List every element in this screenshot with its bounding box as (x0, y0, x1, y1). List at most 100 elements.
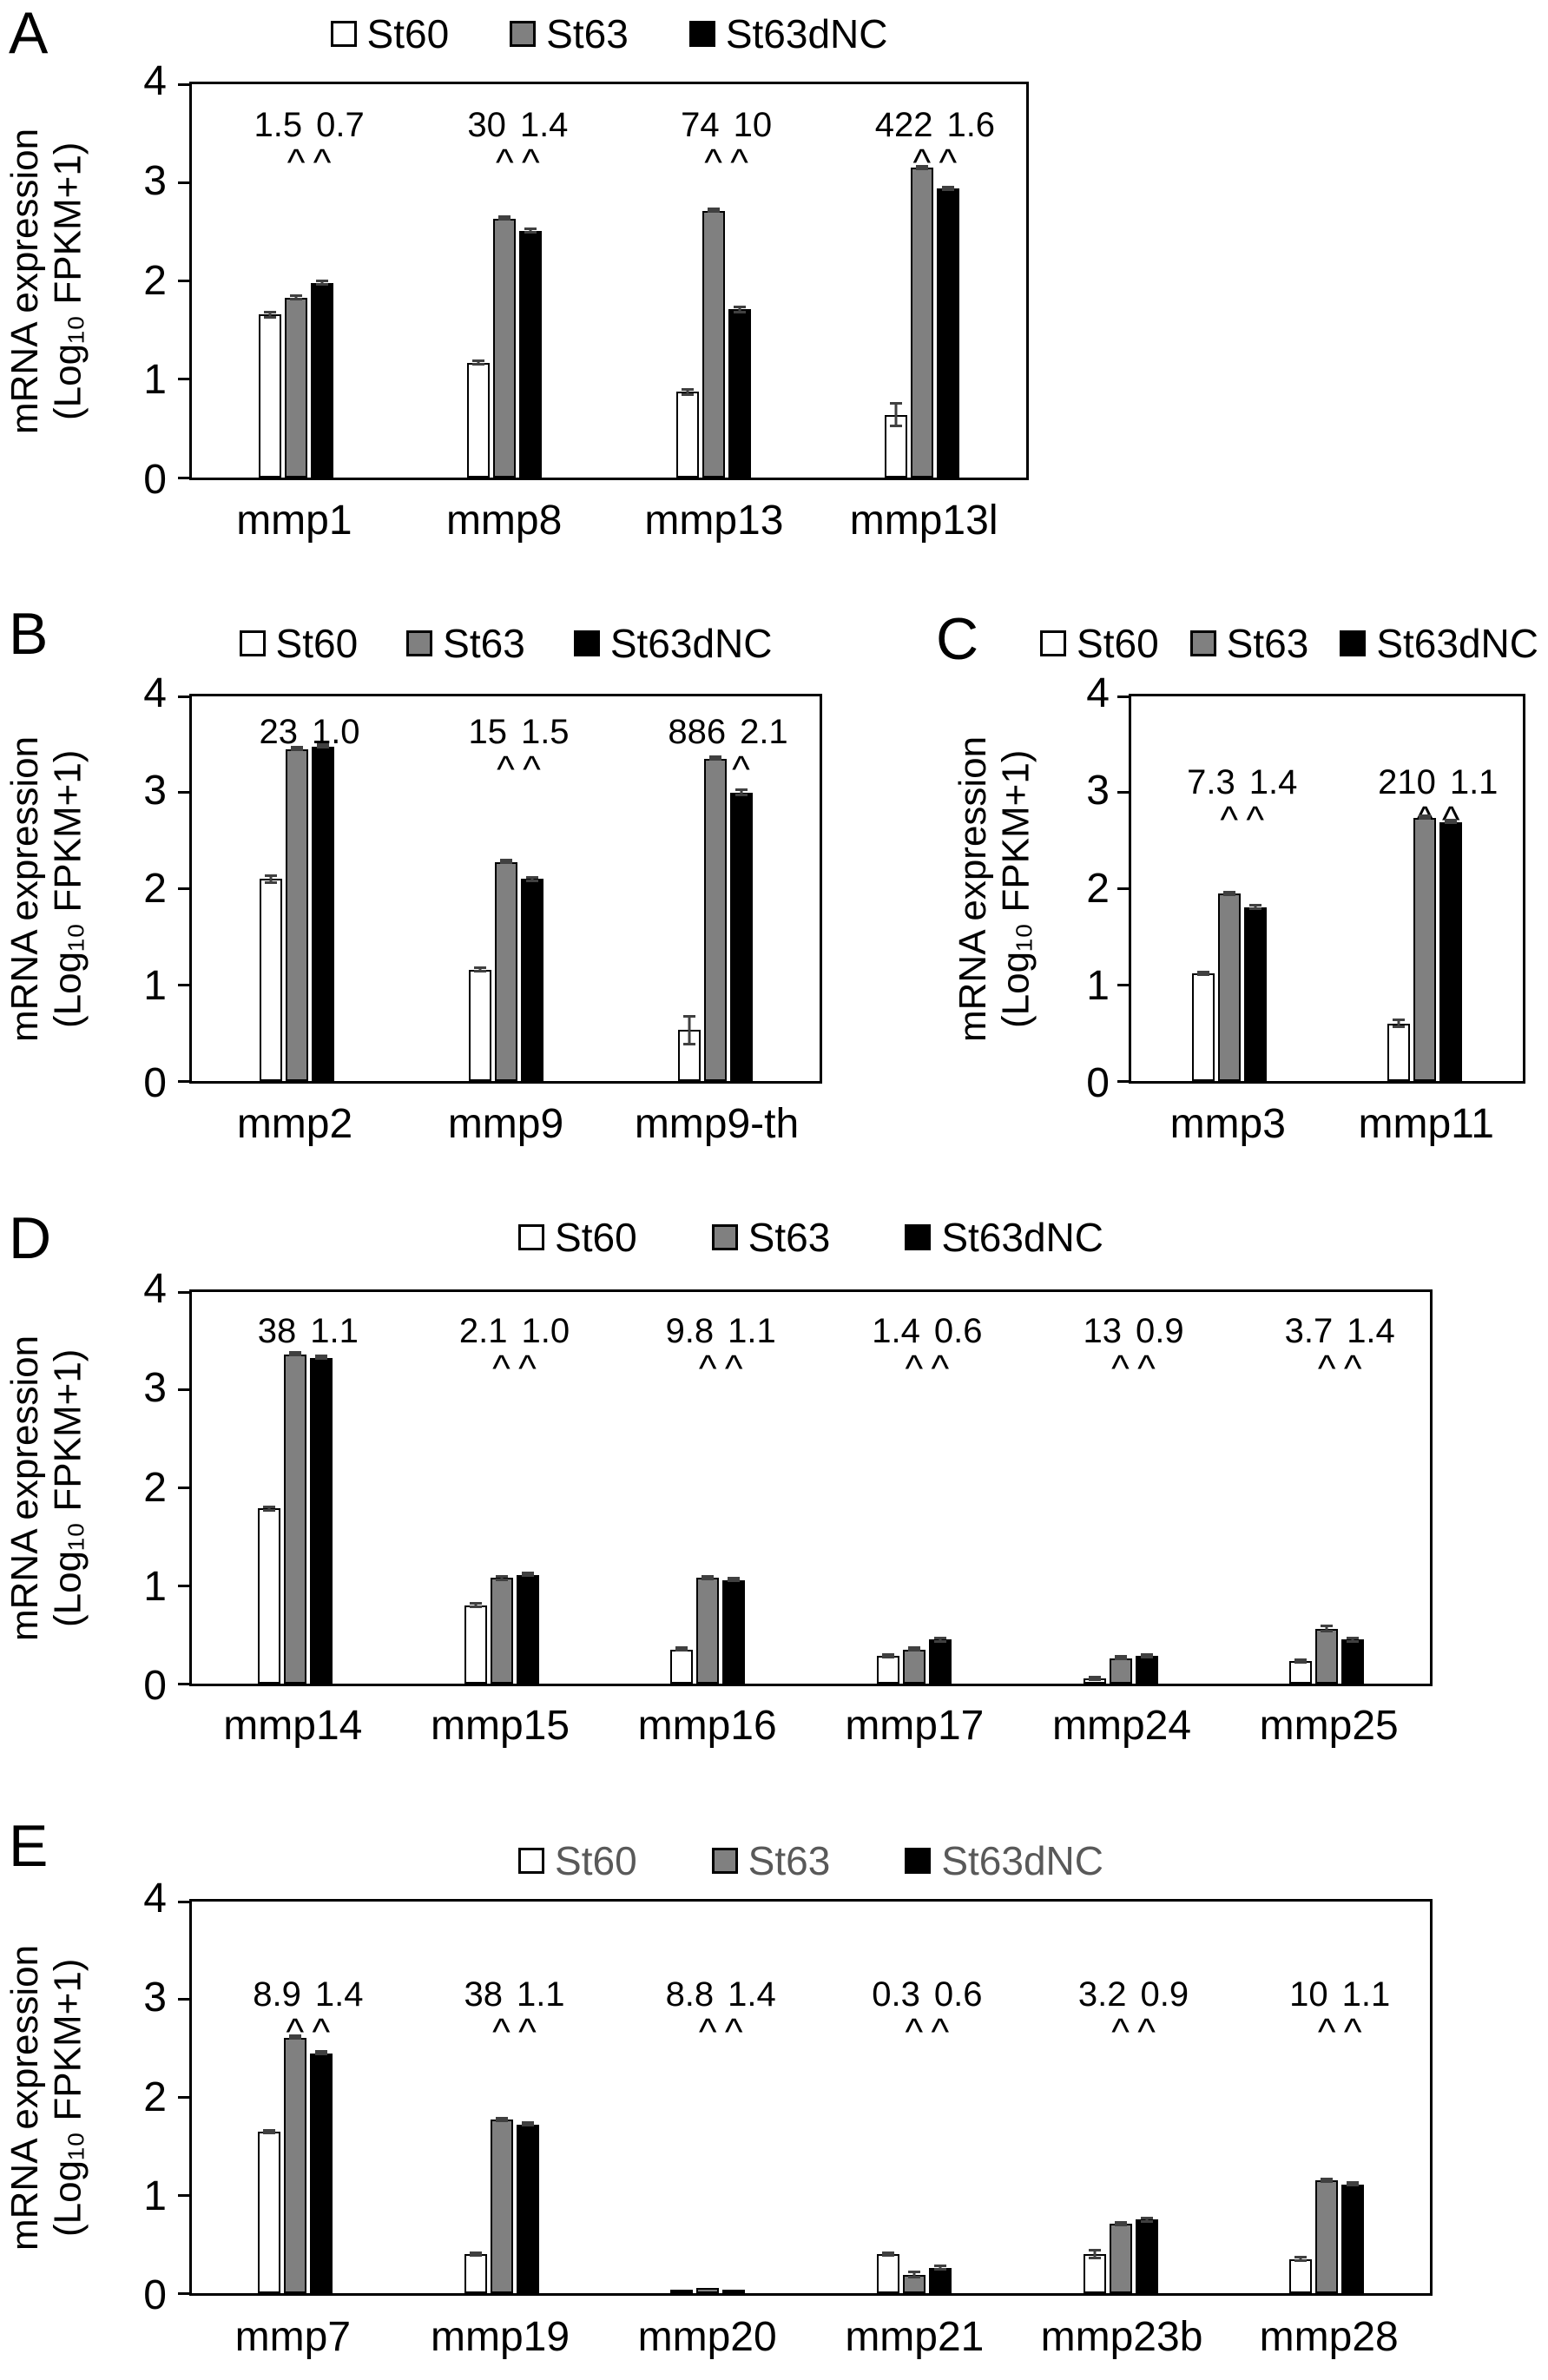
fold-annotation-mmp16: 9.8 1.1 ^ ^ (666, 1313, 776, 1388)
fold-values: 8.8 1.4 (666, 1976, 776, 2013)
fold-value: 1.5 (254, 106, 303, 144)
y-tick-label-4: 4 (143, 670, 167, 716)
y-tick-mark (1117, 1079, 1129, 1083)
bar-rect (1289, 2258, 1313, 2293)
legend-label-st63: St63 (748, 1215, 831, 1260)
bar-rect (728, 309, 751, 478)
fold-value: 3.2 (1077, 1975, 1127, 2014)
fold-value: 1.6 (946, 106, 996, 144)
y-axis-title-line1: mRNA expression (952, 735, 994, 1042)
bar-rect (702, 211, 725, 478)
y-tick-label-3: 3 (143, 768, 167, 814)
bar-rect (468, 969, 491, 1081)
bar-mmp24-st63 (1109, 1292, 1132, 1684)
bar-rect (928, 2267, 952, 2293)
bar-mmp16-st63dnc (722, 1292, 746, 1684)
fold-value: 1.1 (516, 1975, 565, 2014)
caret-icon: ^ (1220, 799, 1239, 841)
bar-mmp7-st60 (257, 1902, 280, 2293)
bar-rect (1109, 2223, 1132, 2293)
fold-value: 210 (1378, 763, 1436, 801)
fold-values: 7.3 1.4 (1187, 764, 1297, 801)
bar-group-mmp21: 0.3 0.6 ^ ^ (811, 1902, 1018, 2293)
caret-icon: ^ (1317, 2011, 1336, 2054)
y-tick-label-2: 2 (143, 865, 167, 912)
error-bar (472, 359, 485, 366)
fold-annotation-mmp1: 1.5 0.7 ^ ^ (254, 106, 365, 182)
legend-item-st63: St63 (406, 620, 525, 667)
plot-area: 381.1^^2.11.0^^9.81.1^^1.40.6^^130.9^^3.… (178, 1289, 1433, 1686)
bar-mmp25-st63 (1315, 1292, 1339, 1684)
fold-value: 2.1 (740, 713, 788, 751)
y-tick-mark (178, 82, 189, 86)
fold-value: 1.4 (1347, 1312, 1395, 1350)
fold-values: 210 1.1 (1378, 764, 1498, 801)
bar-mmp23b-st63 (1109, 1902, 1132, 2293)
bar-group-mmp15: 2.1 1.0 ^ ^ (399, 1292, 605, 1684)
bar-group-mmp17: 1.4 0.6 ^ ^ (811, 1292, 1018, 1684)
bar-group-mmp1: 1.5 0.7 ^ ^ (192, 84, 400, 478)
bar-mmp25-st63dnc (1341, 1292, 1365, 1684)
caret-marks: ^^ (1314, 2011, 1366, 2054)
error-bar (521, 1572, 534, 1578)
bar-mmp13-st63 (702, 84, 725, 478)
fold-value: 1.1 (1341, 1975, 1391, 2014)
bars-mmp25 (1289, 1292, 1365, 1684)
bar-mmp19-st60 (464, 1902, 487, 2293)
legend: St60 St63 St63dNC (189, 1837, 1433, 1884)
bar-mmp3-st60 (1191, 696, 1215, 1081)
bar-rect (703, 759, 727, 1081)
y-tick-label-3: 3 (143, 1365, 167, 1412)
x-axis-labels: mmp3 mmp11 (1129, 1100, 1525, 1148)
fold-value: 0.9 (1135, 1312, 1184, 1350)
x-axis-label-mmp13l: mmp13l (849, 498, 998, 544)
fold-values: 2.1 1.0 (459, 1313, 570, 1349)
x-axis-label-mmp9: mmp9 (447, 1101, 564, 1147)
bars-mmp17 (876, 1292, 952, 1684)
y-tick-mark (178, 1290, 189, 1294)
bars-mmp28 (1289, 1902, 1365, 2293)
bar-group-mmp19: 38 1.1 ^ ^ (399, 1902, 605, 2293)
legend-item-st63dnc: St63dNC (1340, 620, 1538, 667)
legend-label-st60: St60 (555, 1215, 637, 1260)
legend-item-st60: St60 (330, 10, 449, 57)
x-axis-label-mmp23b: mmp23b (1040, 2314, 1203, 2360)
fold-annotation-mmp7: 8.9 1.4 ^ ^ (253, 1975, 364, 2052)
error-bar (681, 387, 694, 397)
legend-swatch-st63 (510, 21, 537, 47)
fold-values: 15 1.5 (468, 714, 569, 750)
y-axis-title-line2: (Log₁₀ FPKM+1) (994, 749, 1037, 1028)
error-bar (288, 1351, 301, 1357)
legend-label-st63: St63 (748, 1838, 831, 1883)
caret-marks: ^^ (491, 143, 543, 181)
fold-values: 38 1.1 (258, 1313, 359, 1349)
bar-rect (1439, 822, 1463, 1081)
bar-rect (1243, 907, 1267, 1081)
bar-mmp3-st63 (1217, 696, 1241, 1081)
y-tick-mark (178, 983, 189, 986)
fold-value: 1.4 (314, 1975, 364, 2014)
y-tick-mark (178, 2193, 189, 2197)
panel-D: D St60 St63 St63dNC mRNA expression (Log₁₀… (0, 1207, 1548, 1808)
y-axis-title-line1: mRNA expression (3, 1335, 46, 1641)
fold-value: 15 (468, 713, 507, 751)
bar-mmp23b-st63dnc (1135, 1902, 1158, 2293)
bar-rect (696, 1578, 720, 1684)
x-axis-label-mmp28: mmp28 (1259, 2314, 1399, 2360)
x-axis-label-mmp15: mmp15 (430, 1703, 570, 1749)
fold-value: 8.9 (253, 1975, 301, 2014)
bar-rect (494, 861, 517, 1081)
legend-label-st63dnc: St63dNC (941, 1838, 1103, 1883)
fold-value: 23 (259, 713, 298, 751)
error-bar (499, 858, 512, 864)
fold-annotation-mmp20: 8.8 1.4 ^ ^ (666, 1976, 776, 2052)
bars-mmp7 (257, 1902, 333, 2293)
legend-swatch-st63dnc (573, 630, 600, 656)
caret-marks: ^^ (1108, 1349, 1160, 1388)
bar-rect (493, 219, 517, 478)
error-bar (316, 280, 329, 287)
fold-value: 1.1 (310, 1312, 359, 1350)
error-bar (1347, 2181, 1360, 2187)
bar-mmp17-st63dnc (928, 1292, 952, 1684)
